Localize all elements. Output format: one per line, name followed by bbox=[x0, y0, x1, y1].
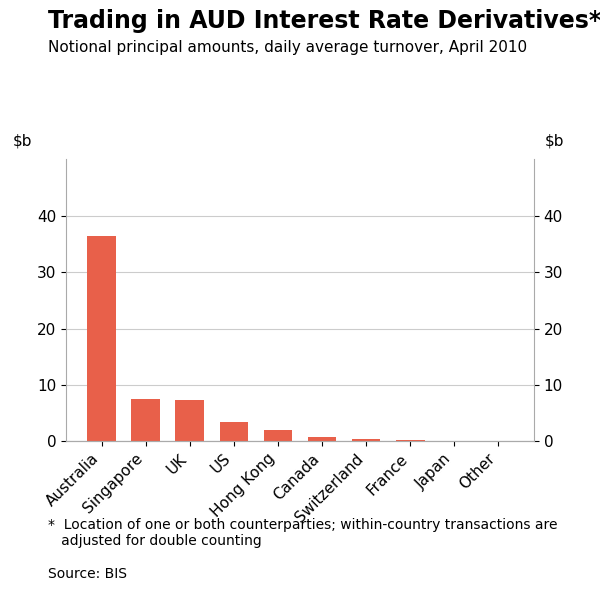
Bar bbox=[352, 439, 380, 441]
Text: $b: $b bbox=[13, 133, 33, 148]
Bar bbox=[308, 437, 337, 441]
Text: $b: $b bbox=[545, 133, 565, 148]
Text: Notional principal amounts, daily average turnover, April 2010: Notional principal amounts, daily averag… bbox=[48, 40, 527, 55]
Text: *  Location of one or both counterparties; within-country transactions are
   ad: * Location of one or both counterparties… bbox=[48, 518, 557, 548]
Bar bbox=[396, 440, 425, 441]
Text: Source: BIS: Source: BIS bbox=[48, 567, 127, 581]
Bar bbox=[220, 422, 248, 441]
Text: Trading in AUD Interest Rate Derivatives*: Trading in AUD Interest Rate Derivatives… bbox=[48, 9, 600, 33]
Bar bbox=[175, 400, 204, 441]
Bar bbox=[87, 235, 116, 441]
Bar bbox=[131, 399, 160, 441]
Bar bbox=[263, 430, 292, 441]
